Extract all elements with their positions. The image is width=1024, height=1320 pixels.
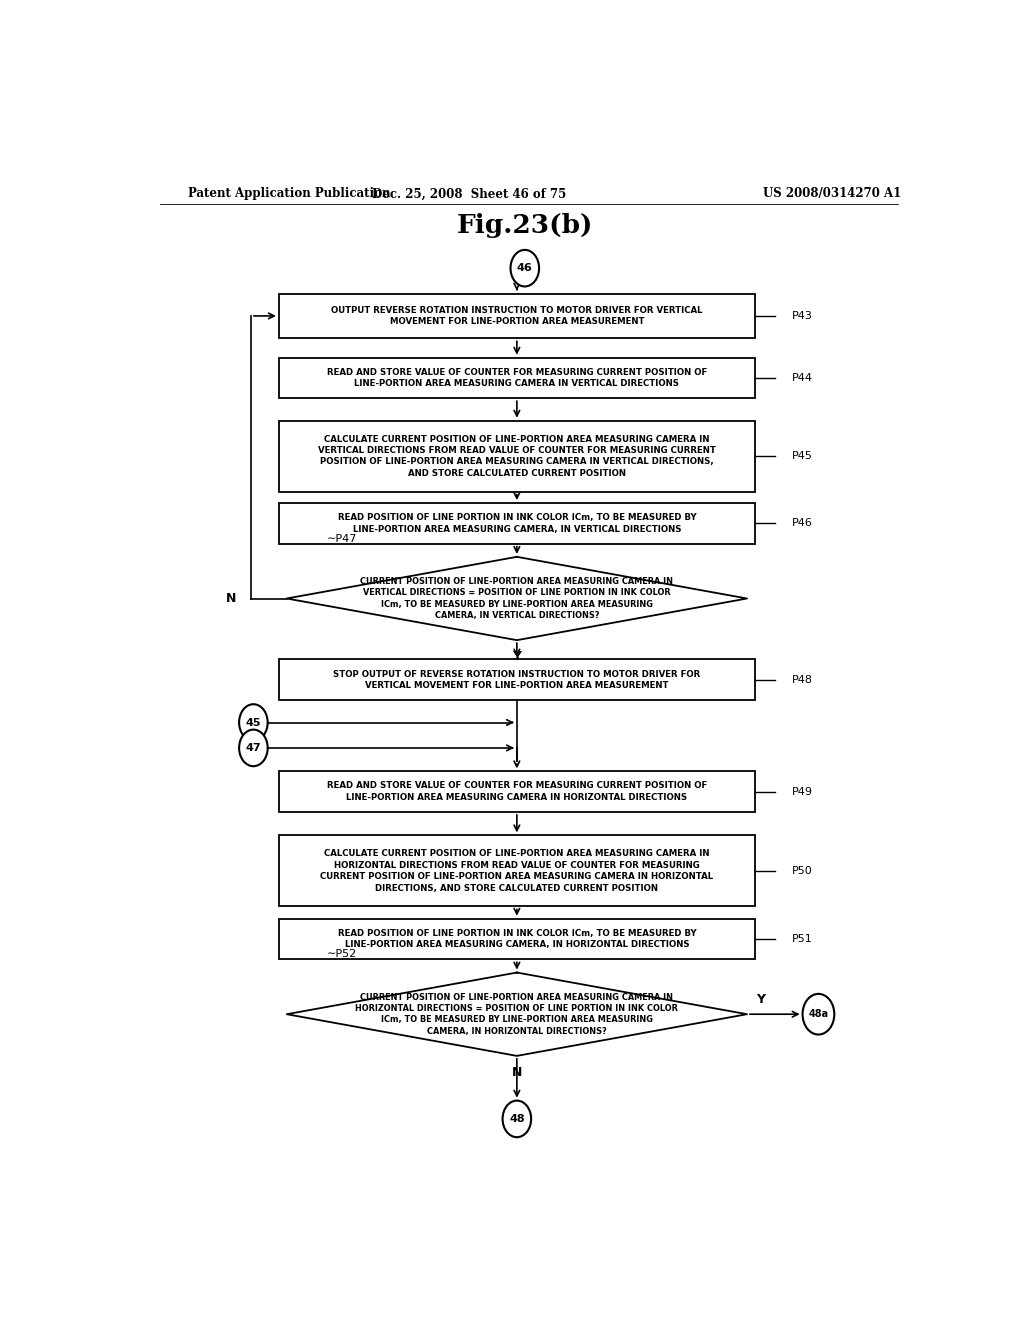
- Text: STOP OUTPUT OF REVERSE ROTATION INSTRUCTION TO MOTOR DRIVER FOR
VERTICAL MOVEMEN: STOP OUTPUT OF REVERSE ROTATION INSTRUCT…: [333, 669, 700, 690]
- Text: P45: P45: [793, 451, 813, 461]
- Text: P50: P50: [793, 866, 813, 876]
- Text: 47: 47: [246, 743, 261, 752]
- Circle shape: [240, 704, 267, 741]
- FancyBboxPatch shape: [279, 358, 755, 399]
- Text: Patent Application Publication: Patent Application Publication: [187, 187, 390, 201]
- Text: N: N: [512, 1067, 522, 1078]
- Text: CALCULATE CURRENT POSITION OF LINE-PORTION AREA MEASURING CAMERA IN
HORIZONTAL D: CALCULATE CURRENT POSITION OF LINE-PORTI…: [321, 849, 714, 892]
- Text: READ AND STORE VALUE OF COUNTER FOR MEASURING CURRENT POSITION OF
LINE-PORTION A: READ AND STORE VALUE OF COUNTER FOR MEAS…: [327, 781, 707, 801]
- Text: P51: P51: [793, 935, 813, 944]
- Text: P49: P49: [793, 787, 813, 796]
- Text: READ POSITION OF LINE PORTION IN INK COLOR ICm, TO BE MEASURED BY
LINE-PORTION A: READ POSITION OF LINE PORTION IN INK COL…: [338, 513, 696, 533]
- Text: READ AND STORE VALUE OF COUNTER FOR MEASURING CURRENT POSITION OF
LINE-PORTION A: READ AND STORE VALUE OF COUNTER FOR MEAS…: [327, 368, 707, 388]
- Text: 46: 46: [517, 263, 532, 273]
- Text: P46: P46: [793, 519, 813, 528]
- Text: CURRENT POSITION OF LINE-PORTION AREA MEASURING CAMERA IN
VERTICAL DIRECTIONS = : CURRENT POSITION OF LINE-PORTION AREA ME…: [360, 577, 674, 620]
- Text: N: N: [226, 591, 237, 605]
- Text: CURRENT POSITION OF LINE-PORTION AREA MEASURING CAMERA IN
HORIZONTAL DIRECTIONS : CURRENT POSITION OF LINE-PORTION AREA ME…: [355, 993, 678, 1036]
- FancyBboxPatch shape: [279, 836, 755, 907]
- FancyBboxPatch shape: [279, 503, 755, 544]
- Text: Fig.23(b): Fig.23(b): [457, 213, 593, 238]
- Text: Y: Y: [757, 993, 766, 1006]
- Text: P44: P44: [793, 374, 813, 383]
- Text: US 2008/0314270 A1: US 2008/0314270 A1: [763, 187, 901, 201]
- Text: P43: P43: [793, 312, 813, 321]
- FancyBboxPatch shape: [279, 293, 755, 338]
- FancyBboxPatch shape: [279, 421, 755, 492]
- Text: ∼P47: ∼P47: [327, 533, 356, 544]
- Text: 45: 45: [246, 718, 261, 727]
- Text: 48: 48: [509, 1114, 524, 1123]
- Text: Dec. 25, 2008  Sheet 46 of 75: Dec. 25, 2008 Sheet 46 of 75: [372, 187, 566, 201]
- FancyBboxPatch shape: [279, 771, 755, 812]
- FancyBboxPatch shape: [279, 919, 755, 960]
- Circle shape: [240, 730, 267, 766]
- Text: 48a: 48a: [808, 1010, 828, 1019]
- Text: P48: P48: [793, 675, 813, 685]
- Text: READ POSITION OF LINE PORTION IN INK COLOR ICm, TO BE MEASURED BY
LINE-PORTION A: READ POSITION OF LINE PORTION IN INK COL…: [338, 929, 696, 949]
- Circle shape: [803, 994, 835, 1035]
- Text: Y: Y: [512, 651, 521, 664]
- Text: ∼P52: ∼P52: [327, 949, 356, 960]
- Text: OUTPUT REVERSE ROTATION INSTRUCTION TO MOTOR DRIVER FOR VERTICAL
MOVEMENT FOR LI: OUTPUT REVERSE ROTATION INSTRUCTION TO M…: [331, 306, 702, 326]
- Circle shape: [511, 249, 539, 286]
- Text: CALCULATE CURRENT POSITION OF LINE-PORTION AREA MEASURING CAMERA IN
VERTICAL DIR: CALCULATE CURRENT POSITION OF LINE-PORTI…: [317, 434, 716, 478]
- FancyBboxPatch shape: [279, 660, 755, 700]
- Circle shape: [503, 1101, 531, 1138]
